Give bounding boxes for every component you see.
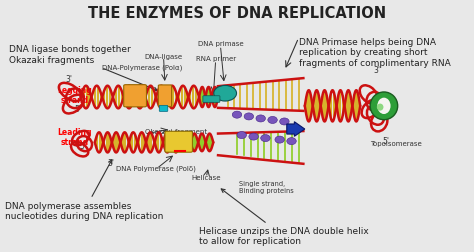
- Text: 5': 5': [383, 137, 390, 146]
- Text: Leading
strand: Leading strand: [58, 128, 92, 147]
- Text: Single strand,
Binding proteins: Single strand, Binding proteins: [239, 181, 294, 194]
- Text: Okazaki fragment: Okazaki fragment: [145, 129, 207, 135]
- Ellipse shape: [268, 116, 277, 123]
- Text: DNA Primase helps being DNA
replication by creating short
fragments of complimen: DNA Primase helps being DNA replication …: [299, 38, 450, 68]
- Ellipse shape: [237, 132, 246, 139]
- FancyBboxPatch shape: [158, 85, 172, 107]
- Text: DNA-Polymerase (Polα): DNA-Polymerase (Polα): [102, 65, 182, 71]
- Ellipse shape: [244, 113, 254, 120]
- Text: Legging
strand: Legging strand: [57, 86, 92, 105]
- FancyBboxPatch shape: [159, 105, 168, 111]
- Ellipse shape: [287, 138, 296, 145]
- Ellipse shape: [275, 136, 284, 143]
- Text: 3': 3': [108, 159, 115, 168]
- Text: DNA primase: DNA primase: [198, 41, 243, 47]
- Ellipse shape: [232, 111, 242, 118]
- Ellipse shape: [249, 133, 258, 140]
- Text: 3': 3': [374, 66, 380, 75]
- Text: DNA ligase bonds together
Okazaki fragments: DNA ligase bonds together Okazaki fragme…: [9, 45, 157, 91]
- Text: DNA-ligase: DNA-ligase: [145, 54, 182, 60]
- Ellipse shape: [214, 85, 237, 101]
- Text: RNA primer: RNA primer: [196, 56, 236, 62]
- Text: Helicase: Helicase: [191, 175, 221, 181]
- Ellipse shape: [261, 135, 270, 142]
- FancyArrow shape: [287, 122, 305, 136]
- Text: Topoisomerase: Topoisomerase: [370, 141, 421, 147]
- Ellipse shape: [370, 92, 398, 120]
- Text: DNA Polymerase (Polδ): DNA Polymerase (Polδ): [117, 166, 196, 172]
- Ellipse shape: [377, 98, 391, 114]
- Text: 5': 5': [75, 105, 82, 114]
- Text: THE ENZYMES OF DNA REPLICATION: THE ENZYMES OF DNA REPLICATION: [88, 6, 386, 21]
- Ellipse shape: [256, 115, 265, 122]
- Ellipse shape: [377, 104, 383, 111]
- Text: 5': 5': [80, 142, 86, 151]
- Text: DNA polymerase assembles
nucleotides during DNA replication: DNA polymerase assembles nucleotides dur…: [5, 160, 163, 221]
- FancyBboxPatch shape: [165, 131, 192, 152]
- Text: 3': 3': [65, 75, 72, 84]
- FancyBboxPatch shape: [124, 85, 146, 107]
- Ellipse shape: [280, 118, 289, 125]
- Text: Helicase unzips the DNA double helix
to allow for replication: Helicase unzips the DNA double helix to …: [199, 189, 369, 246]
- FancyBboxPatch shape: [203, 96, 220, 102]
